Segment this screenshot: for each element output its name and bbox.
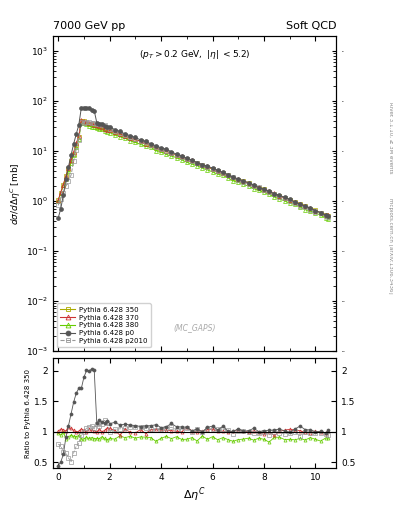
- Y-axis label: $d\sigma/d\Delta\eta^{C}$ [mb]: $d\sigma/d\Delta\eta^{C}$ [mb]: [9, 162, 23, 225]
- Y-axis label: Ratio to Pythia 6.428 350: Ratio to Pythia 6.428 350: [25, 369, 31, 458]
- X-axis label: $\Delta\eta^{C}$: $\Delta\eta^{C}$: [183, 485, 206, 504]
- Text: $(p_T > 0.2\ \mathrm{GeV},\ |\eta|\ < 5.2)$: $(p_T > 0.2\ \mathrm{GeV},\ |\eta|\ < 5.…: [139, 49, 250, 61]
- Legend: Pythia 6.428 350, Pythia 6.428 370, Pythia 6.428 380, Pythia 6.428 p0, Pythia 6.: Pythia 6.428 350, Pythia 6.428 370, Pyth…: [57, 303, 151, 347]
- Text: Soft QCD: Soft QCD: [286, 21, 336, 31]
- Text: (MC_GAPS): (MC_GAPS): [173, 323, 216, 332]
- Text: Rivet 3.1.10, ≥ 3M events: Rivet 3.1.10, ≥ 3M events: [388, 102, 393, 174]
- Text: 7000 GeV pp: 7000 GeV pp: [53, 21, 125, 31]
- Text: mcplots.cern.ch [arXiv:1306.3436]: mcplots.cern.ch [arXiv:1306.3436]: [388, 198, 393, 293]
